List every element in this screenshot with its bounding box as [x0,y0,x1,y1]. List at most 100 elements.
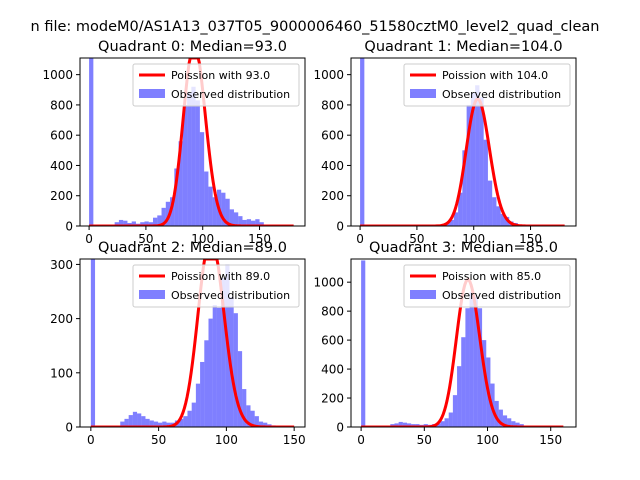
histogram-bar [237,351,243,427]
histogram-bar [149,420,154,427]
histogram-bar [242,219,247,226]
y-tick-label: 400 [321,363,344,377]
y-tick-label: 800 [50,98,73,112]
histogram-bar [90,259,96,427]
histogram-bar [462,150,467,226]
histogram-bar [263,422,268,427]
x-tick-label: 150 [519,232,542,246]
histogram-bar [191,402,196,427]
histogram-bar [242,389,247,427]
x-tick-label: 50 [409,232,424,246]
legend-label-observed: Observed distribution [442,289,561,302]
legend-bar-swatch [410,290,436,299]
histogram-bar [208,186,213,226]
subplot-quadrant-0: 0 50 100 150 0 200 400 600 800 1000 Quadrant 0: Me… [42,39,306,246]
histogram-bar [141,416,146,427]
legend-label-poisson: Poission with 104.0 [442,69,548,82]
x-tick-label: 0 [356,232,364,246]
histogram-bar [465,308,470,427]
histogram-bar [89,58,94,226]
y-tick-label: 0 [336,220,344,234]
histogram-bar [238,216,243,226]
legend: Poission with 104.0 Observed distribution [403,63,571,107]
histogram-bar [500,213,505,226]
histogram-bar [195,383,201,427]
legend-label-observed: Observed distribution [442,88,561,101]
histogram-bar [511,421,516,427]
subplot-title: Quadrant 2: Median=89.0 [98,240,287,256]
legend-label-poisson: Poission with 93.0 [171,69,270,82]
histogram-bar [140,222,145,226]
legend-bar-swatch [139,290,165,299]
histogram-bar [162,421,167,427]
histogram-bar [507,418,512,427]
axes-frame [79,57,306,227]
histogram-bar [208,318,213,427]
histogram-bar [361,260,366,427]
histogram-bar [225,198,230,226]
histogram-bar [128,415,133,427]
histogram-bar [498,409,503,427]
histogram-bar [123,220,128,226]
y-tick-label: 200 [50,189,73,203]
x-tick-label: 0 [87,433,95,447]
x-tick-label: 100 [476,433,499,447]
histogram-bar [255,219,260,226]
histogram-bar [251,220,256,226]
histogram-bar [161,207,166,226]
y-tick-label: 600 [50,129,73,143]
x-tick-label: 150 [283,433,306,447]
legend-box [403,264,571,308]
y-tick-label: 600 [321,334,344,348]
histogram-bar [458,192,463,226]
legend-box [132,264,300,308]
legend-bar-swatch [410,89,436,98]
histogram-bar [448,412,453,427]
histogram-bar [221,192,226,226]
histogram-bar [492,197,497,226]
histogram-bar [470,92,476,226]
histogram-bar [120,421,125,427]
histogram-bar [394,423,399,427]
histogram-bar [200,361,205,427]
y-tick-label: 200 [50,312,73,326]
legend: Poission with 93.0 Observed distribution [132,63,300,107]
legend-box [132,63,300,107]
histogram-bar [502,415,508,427]
histogram-bar [487,180,493,226]
subplot-title: Quadrant 1: Median=104.0 [364,39,562,55]
histogram-bar [233,212,239,226]
histogram-bar [195,100,200,226]
y-tick-label: 200 [321,392,344,406]
histogram-bar [132,411,138,427]
subplot-quadrant-3: 0 50 100 150 0 200 400 600 800 1000 Quadrant 3: Me… [313,240,577,447]
y-tick-label: 300 [50,258,73,272]
histogram-bar [246,405,251,427]
x-tick-label: 50 [151,433,166,447]
histogram-bar [398,421,403,427]
histogram-bar [457,366,462,427]
histogram-bar [479,97,484,226]
histogram-bar [406,423,412,427]
histogram-bar [212,197,217,226]
axes-frame [79,258,306,428]
x-tick-label: 50 [138,232,153,246]
subplot-quadrant-1: 0 50 100 150 0 200 400 600 800 1000 Quadrant 1: Me… [313,39,577,246]
subplot-quadrant-2: 0 50 100 150 0 100 200 300 Quadrant 2: Median=89… [50,240,306,447]
histogram-bar [212,305,217,427]
histogram-bar [170,197,175,226]
x-tick-label: 50 [417,433,432,447]
histogram-bar [166,422,171,427]
histogram-bar [449,219,454,226]
histogram-bar [469,292,474,427]
histogram-bar [246,219,252,226]
figure-suptitle: n file: modeM0/AS1A13_037T05_9000006460_… [31,19,600,35]
axes-frame [350,258,577,428]
histogram-bar [360,58,365,226]
histogram-bar [444,418,449,427]
histogram-bar [466,104,471,226]
x-tick-label: 150 [539,433,562,447]
histogram-bar [191,86,196,226]
histogram-bar [153,421,159,427]
